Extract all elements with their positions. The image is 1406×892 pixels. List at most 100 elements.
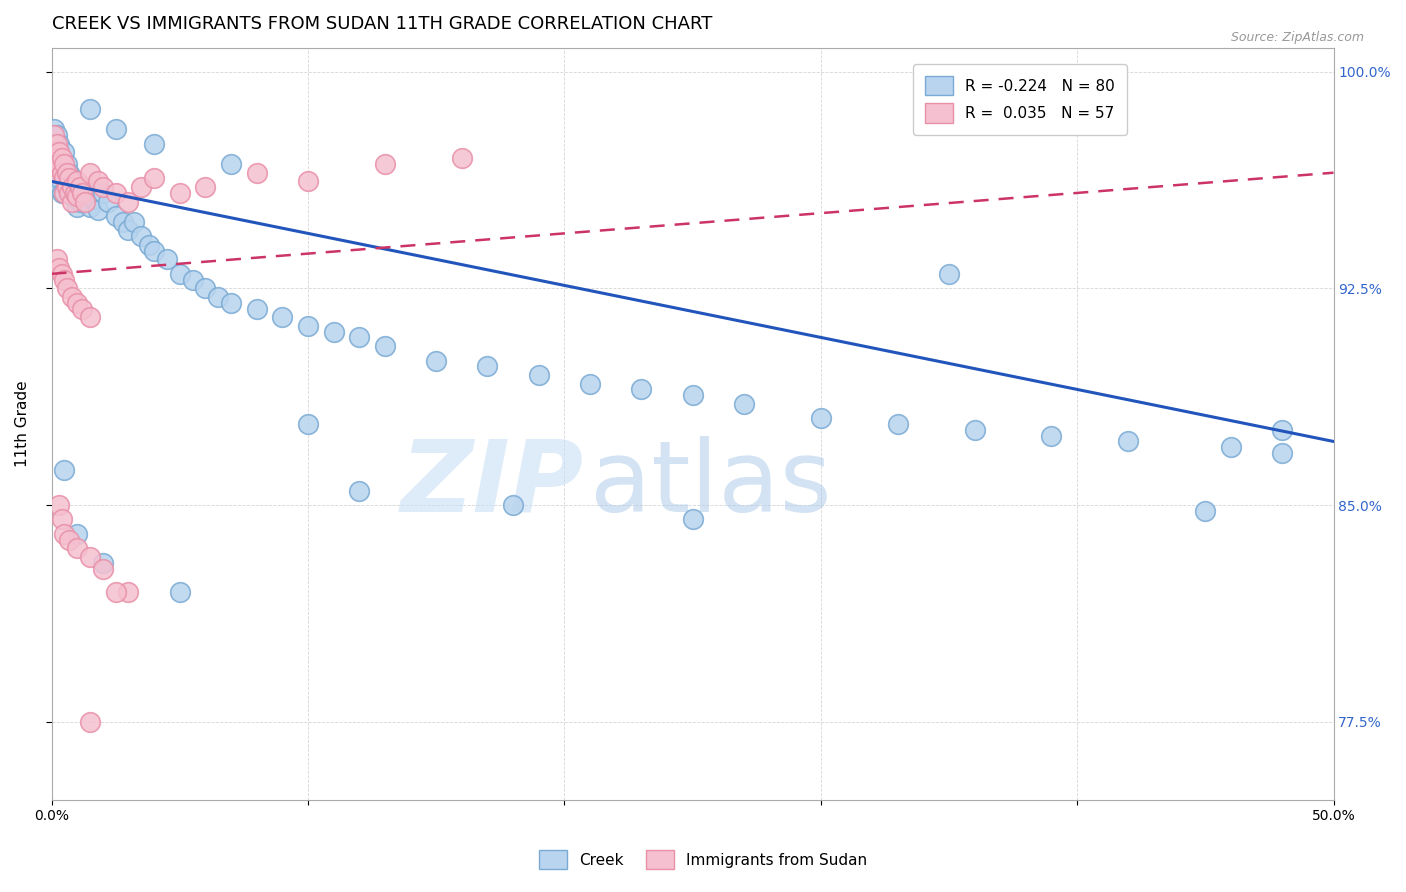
Point	[48, 145, 70, 160]
Point	[45, 166, 67, 180]
Point	[169, 186, 191, 200]
Point	[56, 281, 79, 295]
Point	[579, 376, 602, 391]
Point	[733, 397, 755, 411]
Point	[51, 512, 73, 526]
Point	[91, 561, 114, 575]
Point	[374, 339, 396, 353]
Point	[938, 267, 960, 281]
Point	[477, 359, 499, 374]
Point	[104, 209, 127, 223]
Point	[347, 483, 370, 498]
Point	[122, 215, 145, 229]
Point	[45, 160, 67, 174]
Point	[42, 122, 65, 136]
Point	[53, 463, 76, 477]
Point	[194, 180, 217, 194]
Point	[51, 166, 73, 180]
Point	[66, 186, 89, 200]
Point	[51, 151, 73, 165]
Point	[79, 714, 101, 729]
Point	[58, 186, 80, 200]
Point	[45, 145, 67, 160]
Point	[1271, 423, 1294, 437]
Point	[963, 423, 986, 437]
Point	[53, 166, 76, 180]
Point	[66, 174, 89, 188]
Point	[129, 229, 152, 244]
Point	[112, 215, 135, 229]
Point	[79, 549, 101, 564]
Point	[66, 295, 89, 310]
Point	[66, 527, 89, 541]
Point	[169, 584, 191, 599]
Point	[58, 166, 80, 180]
Point	[194, 281, 217, 295]
Legend: Creek, Immigrants from Sudan: Creek, Immigrants from Sudan	[533, 844, 873, 875]
Point	[374, 157, 396, 171]
Point	[91, 186, 114, 200]
Point	[246, 301, 269, 316]
Point	[48, 136, 70, 151]
Point	[48, 498, 70, 512]
Point	[45, 252, 67, 267]
Point	[45, 128, 67, 142]
Point	[53, 527, 76, 541]
Point	[79, 166, 101, 180]
Point	[56, 174, 79, 188]
Point	[66, 541, 89, 556]
Point	[42, 145, 65, 160]
Point	[56, 180, 79, 194]
Point	[86, 203, 108, 218]
Point	[810, 411, 832, 425]
Point	[42, 143, 65, 157]
Point	[60, 171, 83, 186]
Point	[66, 200, 89, 214]
Point	[630, 383, 652, 397]
Point	[104, 122, 127, 136]
Point	[219, 157, 242, 171]
Point	[97, 194, 120, 209]
Point	[117, 223, 139, 237]
Point	[51, 166, 73, 180]
Point	[58, 171, 80, 186]
Point	[450, 151, 472, 165]
Point	[86, 174, 108, 188]
Point	[91, 180, 114, 194]
Point	[63, 186, 86, 200]
Point	[72, 180, 94, 194]
Point	[60, 180, 83, 194]
Point	[53, 171, 76, 186]
Point	[104, 584, 127, 599]
Point	[886, 417, 908, 431]
Point	[60, 290, 83, 304]
Point	[53, 145, 76, 160]
Point	[72, 186, 94, 200]
Text: atlas: atlas	[591, 435, 831, 533]
Point	[48, 157, 70, 171]
Point	[51, 151, 73, 165]
Point	[143, 171, 166, 186]
Point	[53, 157, 76, 171]
Point	[1040, 428, 1063, 442]
Point	[60, 194, 83, 209]
Point	[129, 180, 152, 194]
Point	[53, 186, 76, 200]
Point	[51, 267, 73, 281]
Point	[69, 194, 91, 209]
Point	[42, 166, 65, 180]
Point	[682, 512, 704, 526]
Point	[322, 325, 344, 339]
Point	[58, 533, 80, 547]
Point	[79, 102, 101, 116]
Point	[58, 180, 80, 194]
Point	[45, 136, 67, 151]
Point	[48, 171, 70, 186]
Point	[117, 194, 139, 209]
Point	[45, 151, 67, 165]
Text: Source: ZipAtlas.com: Source: ZipAtlas.com	[1230, 31, 1364, 45]
Point	[66, 189, 89, 203]
Point	[48, 157, 70, 171]
Point	[682, 388, 704, 402]
Point	[143, 244, 166, 258]
